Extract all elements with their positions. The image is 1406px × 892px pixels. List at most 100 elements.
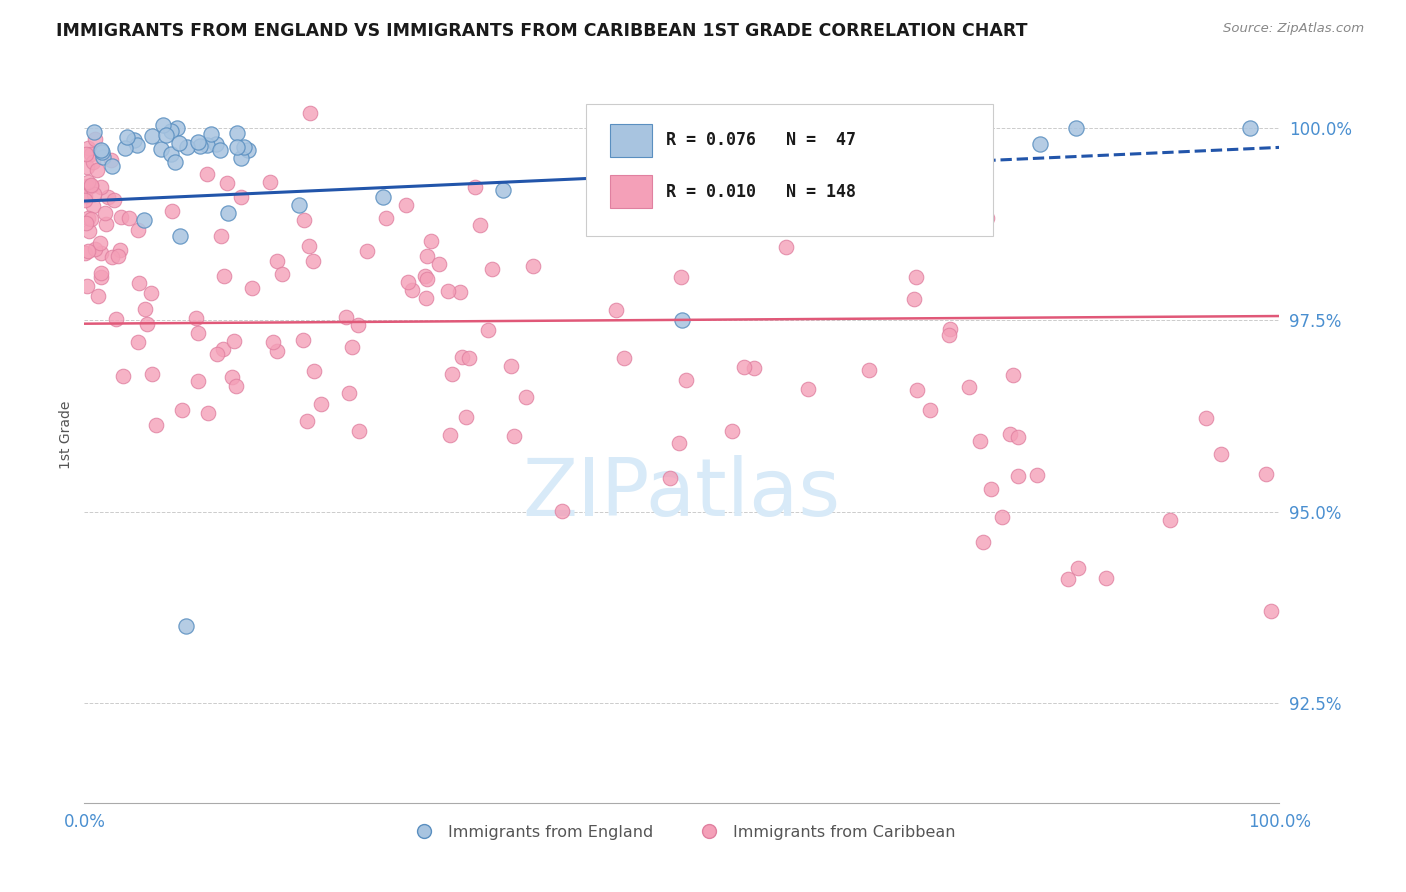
Point bbox=[797, 382, 820, 396]
Point bbox=[152, 118, 174, 132]
Point bbox=[957, 380, 980, 394]
Point bbox=[401, 283, 423, 297]
Point bbox=[125, 138, 148, 153]
Point bbox=[236, 143, 259, 157]
Point bbox=[904, 269, 927, 284]
Point bbox=[468, 219, 491, 233]
Point bbox=[934, 121, 956, 136]
Point bbox=[226, 127, 249, 141]
Point bbox=[266, 344, 288, 359]
Point bbox=[292, 334, 315, 348]
Point bbox=[188, 138, 211, 153]
Point bbox=[427, 256, 450, 270]
Point bbox=[176, 140, 198, 154]
Point bbox=[492, 182, 515, 196]
Point bbox=[1056, 573, 1078, 587]
Point bbox=[288, 198, 311, 212]
Point bbox=[91, 150, 114, 164]
Point bbox=[76, 244, 98, 258]
Point bbox=[110, 210, 132, 224]
Point bbox=[86, 289, 108, 303]
Point bbox=[195, 137, 218, 152]
Point bbox=[232, 140, 254, 154]
Point bbox=[613, 351, 636, 365]
Point bbox=[231, 190, 253, 204]
Point bbox=[90, 143, 112, 157]
Point bbox=[90, 180, 112, 194]
Point bbox=[1025, 468, 1047, 483]
Point bbox=[90, 246, 112, 260]
Point bbox=[907, 383, 929, 397]
Point bbox=[298, 106, 321, 120]
Point bbox=[184, 311, 207, 326]
Point bbox=[240, 280, 263, 294]
Point bbox=[114, 140, 136, 154]
Point bbox=[450, 350, 472, 364]
Point bbox=[939, 322, 962, 336]
Point bbox=[75, 193, 97, 207]
Point bbox=[117, 130, 139, 145]
Point bbox=[136, 318, 159, 332]
Point bbox=[731, 167, 754, 181]
Point bbox=[195, 167, 218, 181]
Point bbox=[83, 132, 105, 146]
Point bbox=[436, 285, 458, 299]
Point bbox=[340, 339, 363, 353]
Point bbox=[76, 160, 98, 174]
Bar bbox=[610, 175, 652, 208]
Point bbox=[440, 367, 463, 381]
Point bbox=[1007, 469, 1029, 483]
Point bbox=[83, 187, 105, 202]
Point bbox=[205, 136, 228, 151]
Point bbox=[374, 211, 396, 225]
Text: Source: ZipAtlas.com: Source: ZipAtlas.com bbox=[1223, 22, 1364, 36]
Point bbox=[292, 213, 315, 227]
Point bbox=[187, 326, 209, 340]
Point bbox=[101, 250, 124, 264]
Point bbox=[229, 151, 252, 165]
Point bbox=[415, 291, 437, 305]
Point bbox=[419, 234, 441, 248]
Point bbox=[75, 216, 97, 230]
Point bbox=[976, 211, 998, 225]
Point bbox=[458, 351, 481, 365]
Point bbox=[128, 276, 150, 290]
Text: R = 0.010   N = 148: R = 0.010 N = 148 bbox=[666, 183, 856, 201]
Bar bbox=[610, 124, 652, 157]
Point bbox=[980, 483, 1002, 497]
Point bbox=[166, 121, 188, 136]
Point bbox=[209, 228, 232, 243]
Point bbox=[96, 217, 118, 231]
Point bbox=[1007, 430, 1029, 444]
Point bbox=[163, 155, 186, 169]
Point bbox=[481, 261, 503, 276]
Point bbox=[160, 203, 183, 218]
Point bbox=[107, 249, 129, 263]
Point bbox=[721, 424, 744, 438]
Point bbox=[75, 245, 97, 260]
Point bbox=[675, 373, 697, 387]
Point bbox=[998, 427, 1021, 442]
Point bbox=[212, 269, 235, 284]
Point bbox=[141, 129, 163, 144]
Point bbox=[226, 140, 249, 154]
Point bbox=[145, 418, 167, 433]
Point bbox=[86, 162, 108, 177]
Point bbox=[1260, 604, 1282, 618]
Point bbox=[101, 160, 124, 174]
Point bbox=[208, 144, 231, 158]
Point bbox=[117, 211, 139, 225]
Point bbox=[304, 364, 326, 378]
Legend: Immigrants from England, Immigrants from Caribbean: Immigrants from England, Immigrants from… bbox=[402, 819, 962, 847]
Text: IMMIGRANTS FROM ENGLAND VS IMMIGRANTS FROM CARIBBEAN 1ST GRADE CORRELATION CHART: IMMIGRANTS FROM ENGLAND VS IMMIGRANTS FR… bbox=[56, 22, 1028, 40]
Point bbox=[221, 369, 243, 384]
Point bbox=[903, 292, 925, 306]
Point bbox=[295, 414, 318, 428]
Point bbox=[605, 303, 627, 318]
Point bbox=[396, 275, 419, 289]
Point bbox=[150, 143, 173, 157]
Point bbox=[110, 243, 132, 257]
Point bbox=[211, 342, 233, 356]
Point bbox=[1066, 121, 1088, 136]
Point bbox=[73, 188, 96, 202]
